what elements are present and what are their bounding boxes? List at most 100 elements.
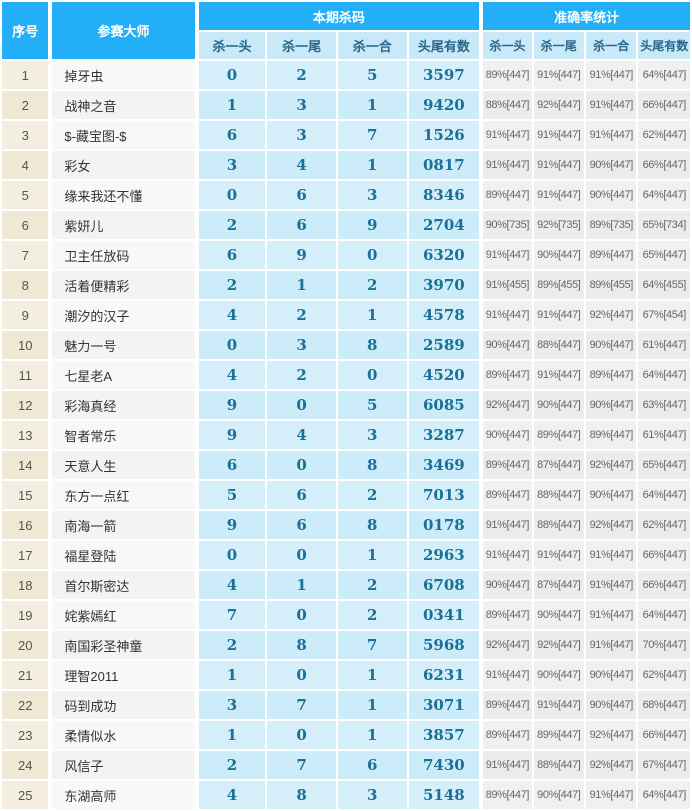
kill-head-value: 6: [196, 241, 266, 269]
table-row: 25 东湖高师 4 8 3 5148 89%[447] 90%[447] 91%[447] 64%…: [2, 781, 690, 809]
row-number: 5: [2, 181, 49, 209]
acc-kill-tail: 91%[447]: [533, 121, 585, 149]
head-tail-number: 2589: [408, 331, 480, 359]
kill-sum-value: 1: [337, 301, 407, 329]
row-number: 10: [2, 331, 49, 359]
acc-kill-tail: 91%[447]: [533, 301, 585, 329]
acc-kill-head: 89%[447]: [481, 481, 532, 509]
kill-sum-value: 1: [337, 91, 407, 119]
col-header-kill-head: 杀一头: [196, 32, 266, 59]
kill-head-value: 0: [196, 181, 266, 209]
head-tail-number: 6708: [408, 571, 480, 599]
master-name: 缘来我还不懂: [50, 181, 195, 209]
kill-tail-value: 6: [267, 481, 336, 509]
master-name: 智者常乐: [50, 421, 195, 449]
col-header-master: 参赛大师: [50, 2, 195, 59]
kill-tail-value: 2: [267, 301, 336, 329]
acc-kill-sum: 90%[447]: [586, 661, 637, 689]
acc-kill-head: 91%[447]: [481, 241, 532, 269]
kill-head-value: 3: [196, 151, 266, 179]
kill-sum-value: 2: [337, 481, 407, 509]
acc-kill-head: 91%[447]: [481, 541, 532, 569]
acc-kill-head: 89%[447]: [481, 181, 532, 209]
acc-kill-head: 90%[447]: [481, 571, 532, 599]
acc-kill-head: 92%[447]: [481, 631, 532, 659]
master-name: 南海一箭: [50, 511, 195, 539]
table-row: 22 码到成功 3 7 1 3071 89%[447] 91%[447] 90%[447] 68%…: [2, 691, 690, 719]
head-tail-number: 4520: [408, 361, 480, 389]
kill-tail-value: 8: [267, 631, 336, 659]
col-header-kill-tail: 杀一尾: [267, 32, 336, 59]
table-row: 1 掉牙虫 0 2 5 3597 89%[447] 91%[447] 91%[447] 64%[4…: [2, 61, 690, 89]
table-row: 6 紫妍儿 2 6 9 2704 90%[735] 92%[735] 89%[735] 65%[7…: [2, 211, 690, 239]
master-name: 东方一点红: [50, 481, 195, 509]
kill-head-value: 9: [196, 511, 266, 539]
acc-kill-tail: 91%[447]: [533, 61, 585, 89]
acc-kill-sum: 90%[447]: [586, 691, 637, 719]
row-number: 8: [2, 271, 49, 299]
acc-head-tail: 64%[447]: [638, 781, 690, 809]
head-tail-number: 3071: [408, 691, 480, 719]
acc-head-tail: 62%[447]: [638, 511, 690, 539]
kill-head-value: 2: [196, 211, 266, 239]
table-row: 4 彩女 3 4 1 0817 91%[447] 91%[447] 90%[447] 66%[44…: [2, 151, 690, 179]
table-row: 20 南国彩圣神童 2 8 7 5968 92%[447] 92%[447] 91%[447] 7…: [2, 631, 690, 659]
head-tail-number: 6231: [408, 661, 480, 689]
acc-kill-tail: 88%[447]: [533, 331, 585, 359]
kill-head-value: 4: [196, 361, 266, 389]
acc-kill-tail: 90%[447]: [533, 781, 585, 809]
table-row: 17 福星登陆 0 0 1 2963 91%[447] 91%[447] 91%[447] 66%…: [2, 541, 690, 569]
master-name: 柔情似水: [50, 721, 195, 749]
master-name: 理智2011: [50, 661, 195, 689]
acc-head-tail: 66%[447]: [638, 541, 690, 569]
acc-kill-tail: 89%[447]: [533, 421, 585, 449]
acc-kill-head: 90%[447]: [481, 421, 532, 449]
acc-kill-sum: 91%[447]: [586, 61, 637, 89]
acc-kill-tail: 90%[447]: [533, 601, 585, 629]
acc-kill-sum: 91%[447]: [586, 631, 637, 659]
kill-head-value: 2: [196, 271, 266, 299]
kill-tail-value: 4: [267, 421, 336, 449]
acc-kill-head: 91%[447]: [481, 511, 532, 539]
kill-head-value: 9: [196, 421, 266, 449]
head-tail-number: 7430: [408, 751, 480, 779]
kill-head-value: 9: [196, 391, 266, 419]
kill-tail-value: 2: [267, 361, 336, 389]
kill-tail-value: 0: [267, 661, 336, 689]
acc-head-tail: 64%[447]: [638, 61, 690, 89]
kill-head-value: 6: [196, 121, 266, 149]
head-tail-number: 5968: [408, 631, 480, 659]
row-number: 3: [2, 121, 49, 149]
acc-kill-tail: 91%[447]: [533, 691, 585, 719]
master-name: 风信子: [50, 751, 195, 779]
table-row: 2 战神之音 1 3 1 9420 88%[447] 92%[447] 91%[447] 66%[…: [2, 91, 690, 119]
kill-sum-value: 5: [337, 391, 407, 419]
kill-tail-value: 8: [267, 781, 336, 809]
acc-kill-sum: 90%[447]: [586, 331, 637, 359]
acc-kill-tail: 91%[447]: [533, 151, 585, 179]
head-tail-number: 8346: [408, 181, 480, 209]
row-number: 16: [2, 511, 49, 539]
kill-sum-value: 8: [337, 511, 407, 539]
acc-kill-sum: 89%[447]: [586, 421, 637, 449]
kill-tail-value: 6: [267, 511, 336, 539]
kill-sum-value: 7: [337, 631, 407, 659]
kill-sum-value: 7: [337, 121, 407, 149]
kill-head-value: 2: [196, 631, 266, 659]
acc-head-tail: 64%[455]: [638, 271, 690, 299]
table-row: 5 缘来我还不懂 0 6 3 8346 89%[447] 91%[447] 90%[447] 64…: [2, 181, 690, 209]
row-number: 11: [2, 361, 49, 389]
row-number: 25: [2, 781, 49, 809]
acc-kill-sum: 91%[447]: [586, 601, 637, 629]
acc-kill-tail: 92%[735]: [533, 211, 585, 239]
acc-kill-sum: 90%[447]: [586, 151, 637, 179]
acc-kill-tail: 89%[455]: [533, 271, 585, 299]
kill-head-value: 2: [196, 751, 266, 779]
table-row: 23 柔情似水 1 0 1 3857 89%[447] 89%[447] 92%[447] 66%…: [2, 721, 690, 749]
acc-kill-tail: 91%[447]: [533, 541, 585, 569]
acc-head-tail: 67%[454]: [638, 301, 690, 329]
master-name: 卫主任放码: [50, 241, 195, 269]
kill-sum-value: 9: [337, 211, 407, 239]
table-row: 21 理智2011 1 0 1 6231 91%[447] 90%[447] 90%[447] 6…: [2, 661, 690, 689]
kill-tail-value: 0: [267, 391, 336, 419]
